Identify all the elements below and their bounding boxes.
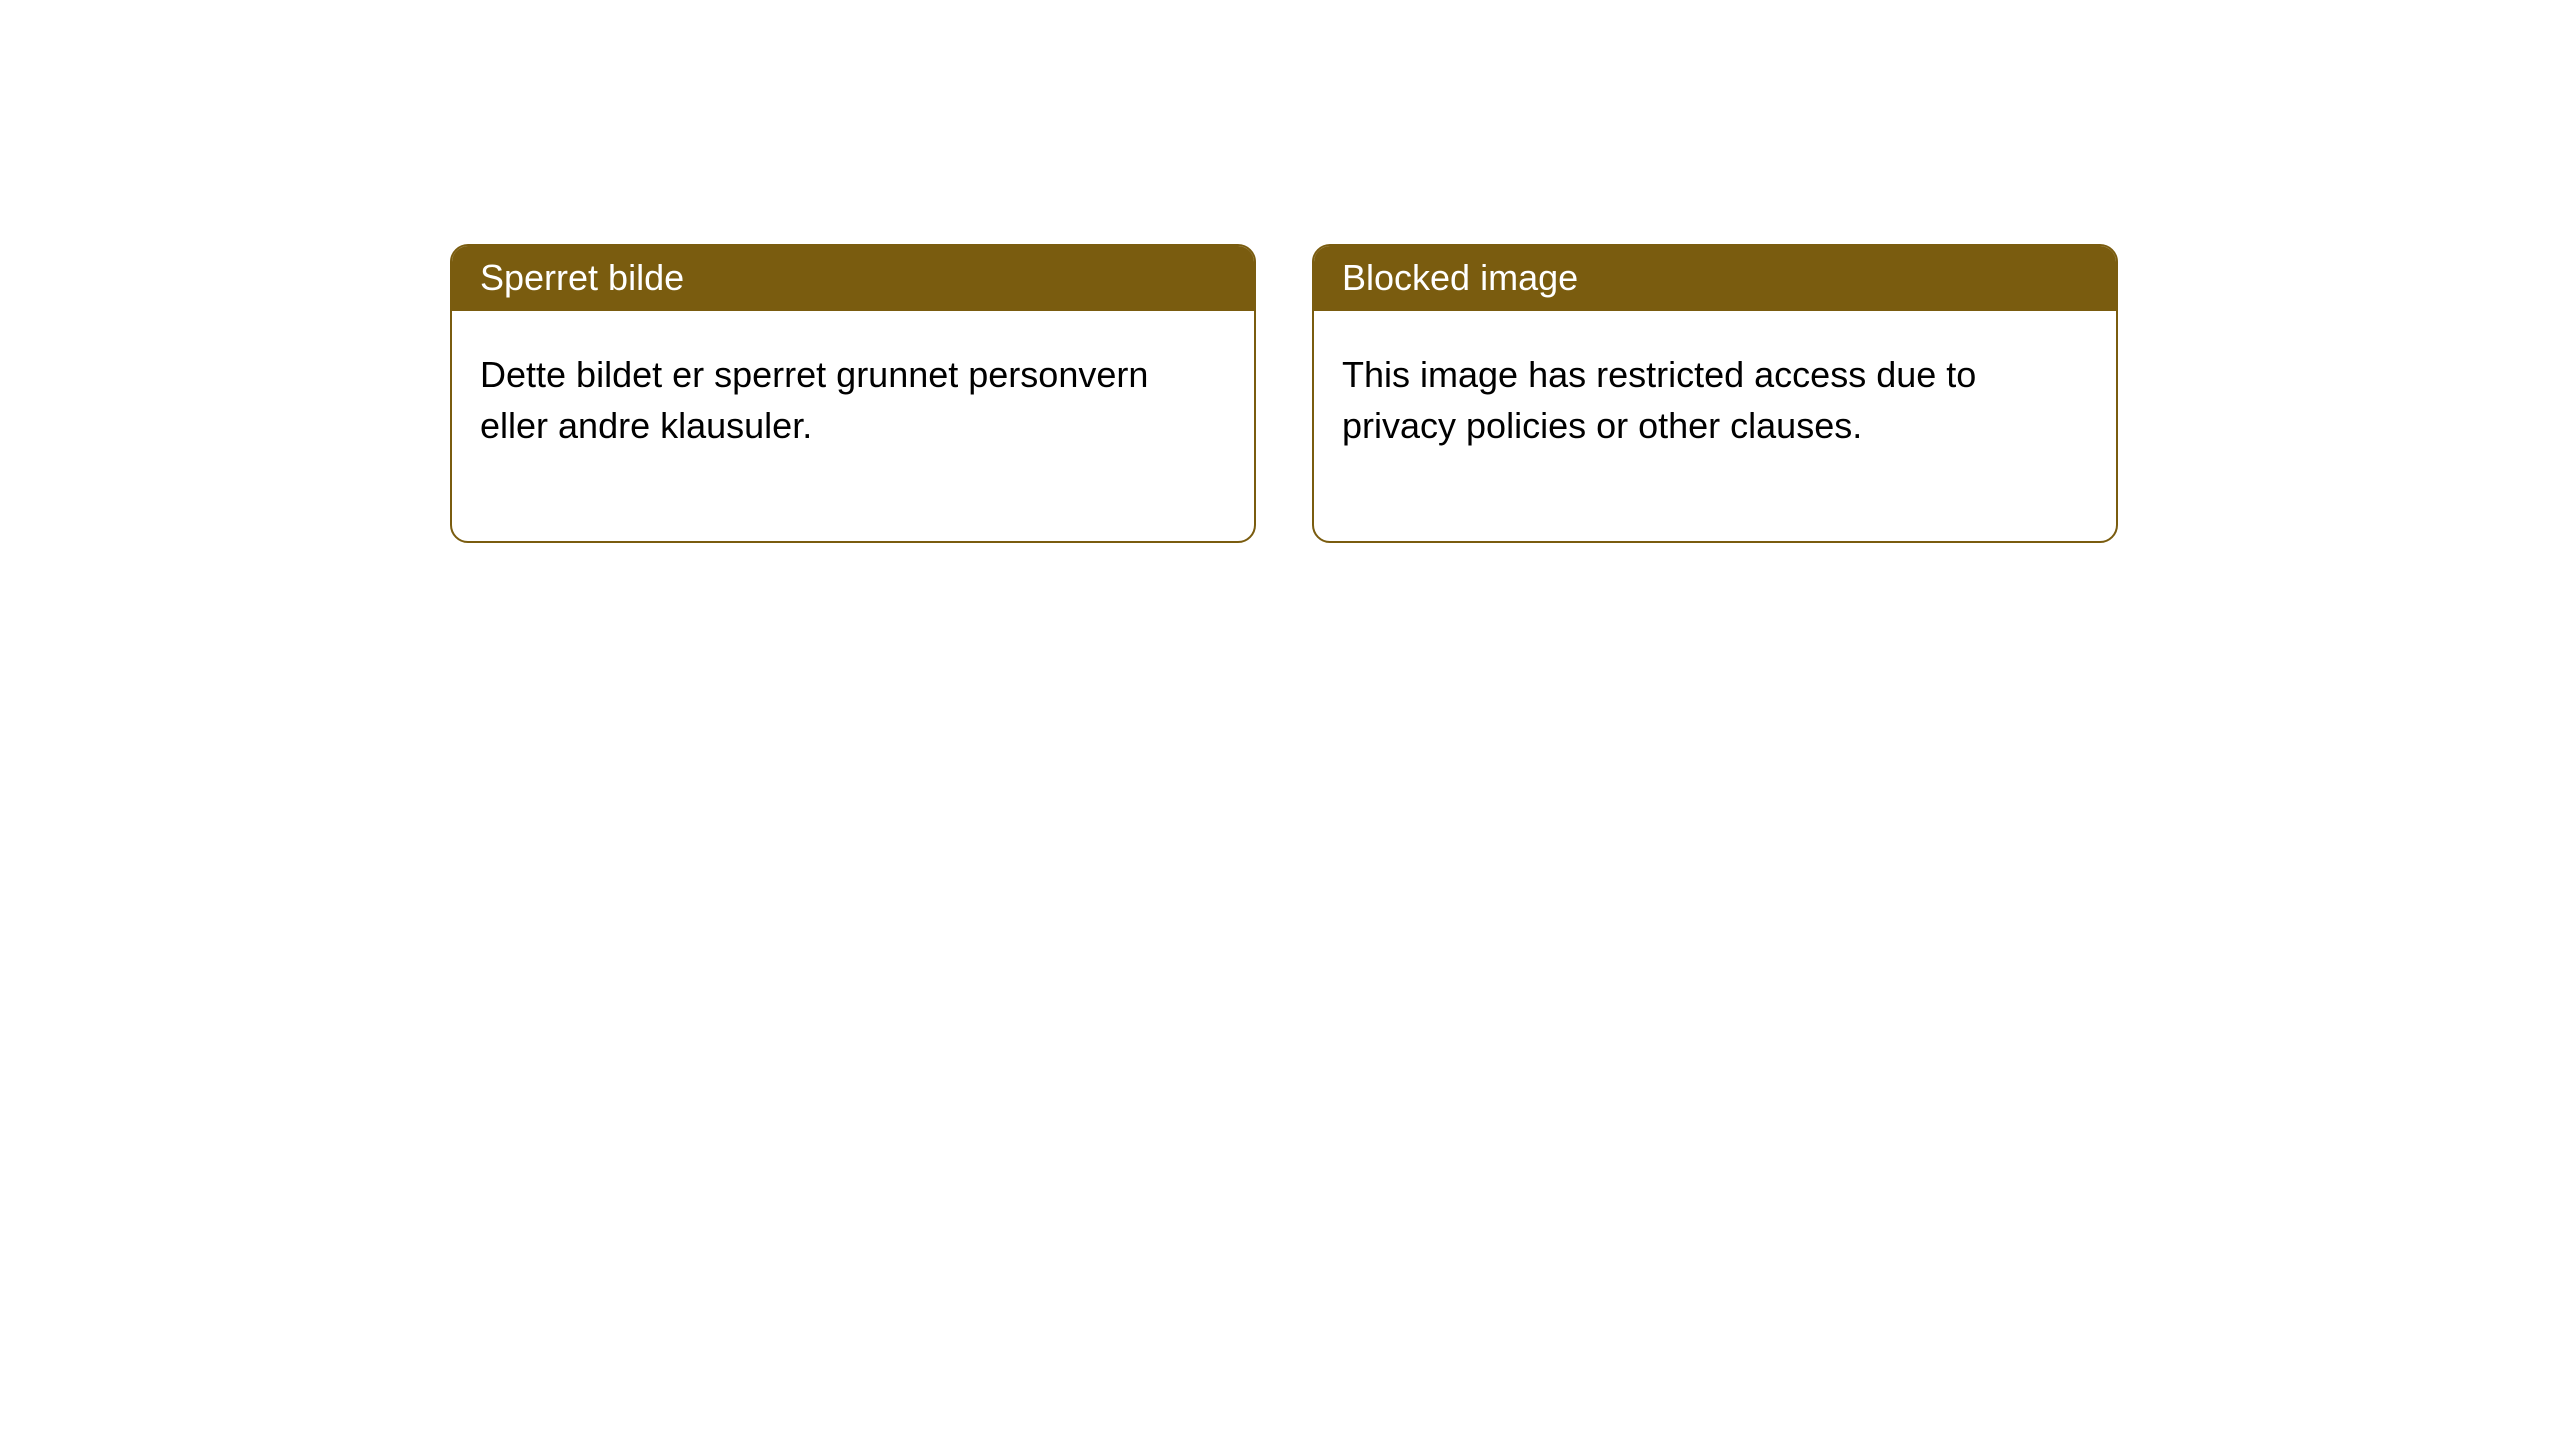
notice-panel-english: Blocked image This image has restricted … (1312, 244, 2118, 543)
notice-header: Sperret bilde (452, 246, 1254, 311)
notice-header: Blocked image (1314, 246, 2116, 311)
notice-panel-norwegian: Sperret bilde Dette bildet er sperret gr… (450, 244, 1256, 543)
notice-container: Sperret bilde Dette bildet er sperret gr… (0, 0, 2560, 543)
notice-body: This image has restricted access due to … (1314, 311, 2116, 541)
notice-body: Dette bildet er sperret grunnet personve… (452, 311, 1254, 541)
